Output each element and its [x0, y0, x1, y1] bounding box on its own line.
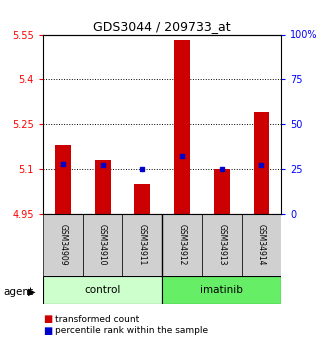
Text: ■: ■	[43, 326, 52, 335]
Text: GSM34914: GSM34914	[257, 224, 266, 266]
Text: percentile rank within the sample: percentile rank within the sample	[55, 326, 208, 335]
Text: agent: agent	[3, 287, 33, 296]
Bar	[95, 160, 111, 214]
Bar	[254, 112, 269, 214]
Bar	[162, 276, 281, 304]
Text: control: control	[84, 285, 121, 295]
Bar	[214, 169, 230, 214]
Text: GSM34910: GSM34910	[98, 224, 107, 266]
Text: GSM34911: GSM34911	[138, 224, 147, 266]
Text: ■: ■	[43, 314, 52, 324]
Bar	[55, 145, 71, 214]
Text: transformed count: transformed count	[55, 315, 139, 324]
Bar	[202, 214, 242, 276]
Bar	[43, 214, 83, 276]
Bar	[83, 214, 122, 276]
Bar	[174, 40, 190, 214]
Title: GDS3044 / 209733_at: GDS3044 / 209733_at	[93, 20, 231, 33]
Bar	[122, 214, 162, 276]
Text: GSM34913: GSM34913	[217, 224, 226, 266]
Text: imatinib: imatinib	[200, 285, 243, 295]
Bar	[162, 214, 202, 276]
Text: GSM34909: GSM34909	[58, 224, 68, 266]
Bar	[134, 184, 150, 214]
Text: ▶: ▶	[28, 287, 36, 296]
Text: GSM34912: GSM34912	[177, 224, 187, 266]
Bar	[43, 276, 162, 304]
Bar	[242, 214, 281, 276]
